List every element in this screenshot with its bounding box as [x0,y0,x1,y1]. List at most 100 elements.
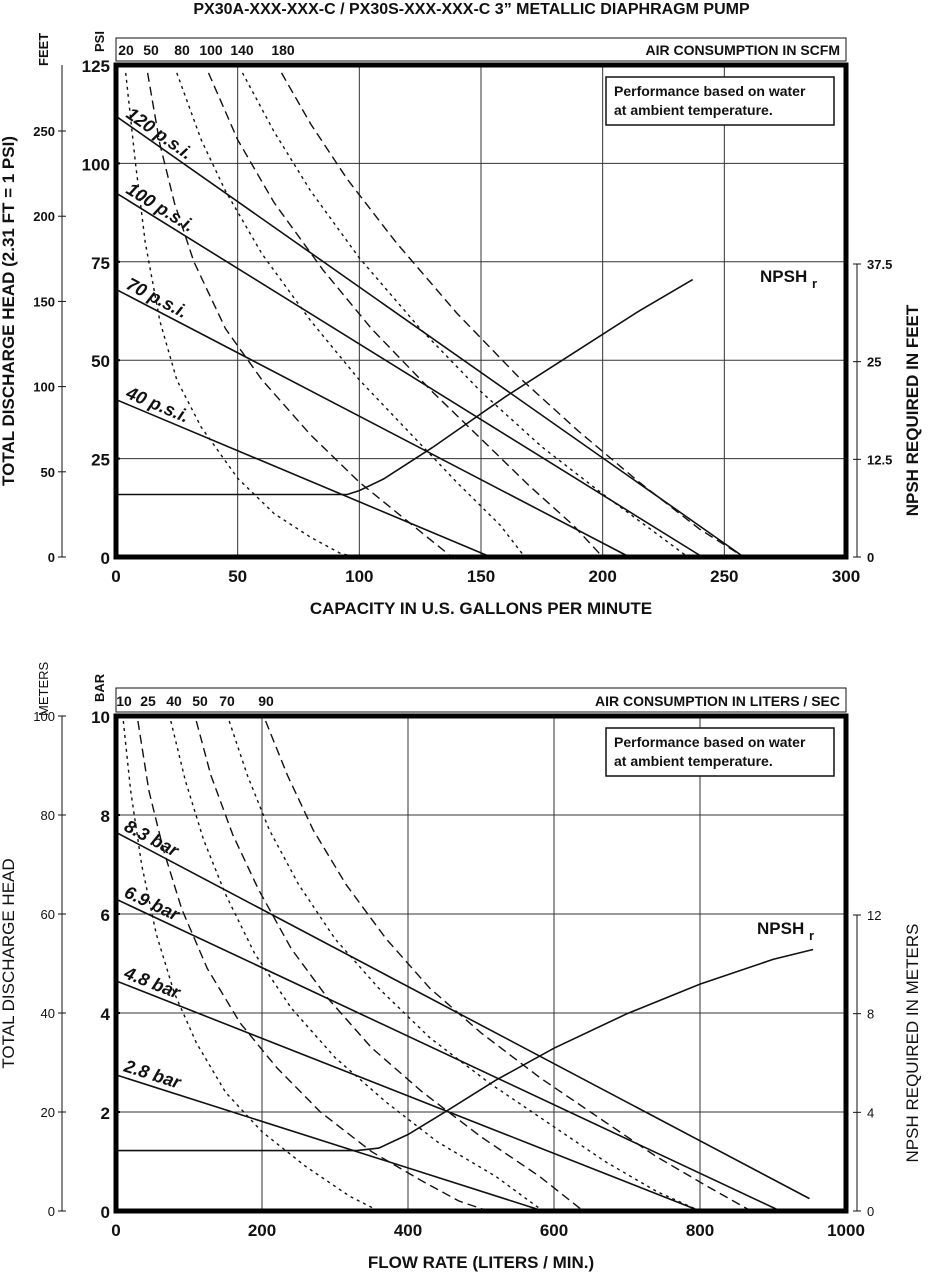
chart1-y-npsh-tick-label: 12.5 [867,452,892,467]
chart1-air-curve-20 [125,72,355,557]
chart2-y-pressure-tick-label: 4 [101,1005,111,1024]
chart1-air-tick-label: 50 [143,42,159,58]
chart2-air-curve-10 [122,720,380,1211]
chart2-air-curve-40 [170,720,544,1211]
chart2-air-tick-label: 70 [219,693,235,709]
chart1-y-head-tick-label: 50 [41,465,55,480]
chart2-air-tick-label: 10 [116,693,132,709]
chart1-pressure-line [115,398,492,558]
chart1-y-pressure-tick-label: 75 [91,254,110,273]
chart1-y-pressure-tick-label: 125 [82,57,110,76]
chart1-pressure-line [115,288,630,558]
chart2-y-pressure-tick-label: 2 [101,1104,110,1123]
chart1-x-tick-label: 50 [228,567,247,586]
chart2-air-tick-label: 90 [258,693,274,709]
chart1-npsh-curve [116,278,694,496]
chart1-y-head-tick-label: 250 [33,124,55,139]
chart1-y-pressure-tick-label: 0 [101,549,110,568]
chart1-y-head-axis-title: TOTAL DISCHARGE HEAD (2.31 FT = 1 PSI) [0,136,18,486]
chart1-air-tick-label: 80 [174,42,190,58]
chart2-y-head-tick-label: 0 [48,1204,55,1219]
chart1-y-head-tick-label: 0 [48,550,55,565]
chart2-y-npsh-tick-label: 8 [867,1007,874,1022]
chart1-y-npsh-tick-label: 25 [867,355,881,370]
chart1-x-tick-label: 200 [588,567,616,586]
page-title: PX30A-XXX-XXX-C / PX30S-XXX-XXX-C 3” MET… [193,1,750,18]
chart1-npsh-label: NPSH [760,267,807,286]
chart1-air-header-label: AIR CONSUMPTION IN SCFM [646,42,840,58]
chart1-x-tick-label: 300 [832,567,860,586]
chart2-pressure-line [115,898,781,1212]
chart1-pressure-line [115,115,745,558]
chart1-x-tick-label: 250 [710,567,738,586]
chart2-air-tick-label: 50 [192,693,208,709]
chart2-x-tick-label: 800 [686,1221,714,1240]
chart2-y-head-tick-label: 40 [41,1006,55,1021]
chart2-npsh-curve [116,948,814,1152]
chart2-y-head-unit: METERS [36,662,51,717]
chart2-y-npsh-tick-label: 4 [867,1105,874,1120]
chart2-pressure-label: 4.8 bar [121,962,184,1003]
chart2-x-tick-label: 200 [248,1221,276,1240]
chart2-x-axis-title: FLOW RATE (LITERS / MIN.) [368,1253,594,1272]
chart1-air-curve-180 [280,72,745,557]
chart1-air-tick-label: 180 [271,42,295,58]
chart1-air-tick-label: 20 [118,42,134,58]
chart2-pressure-label: 8.3 bar [121,816,183,861]
chart2-y-head-tick-label: 60 [41,907,55,922]
chart1-pressure-line [115,192,703,558]
chart2-y-pressure-tick-label: 10 [91,708,110,727]
chart2-air-tick-label: 40 [166,693,182,709]
chart2-note-line: Performance based on water [614,734,806,750]
chart1-air-curve-100 [207,72,604,557]
chart2-y-pressure-tick-label: 6 [101,906,110,925]
chart1-y-head-tick-label: 150 [33,294,55,309]
chart2-x-tick-label: 600 [540,1221,568,1240]
chart2-y-npsh-axis-title: NPSH REQUIRED IN METERS [903,924,922,1163]
chart2-air-tick-label: 25 [140,693,156,709]
chart2-y-head-tick-label: 20 [41,1105,55,1120]
chart2-air-curve-90 [264,720,752,1211]
chart1-y-pressure-unit: PSI [92,31,107,52]
chart1-y-pressure-tick-label: 50 [91,352,110,371]
chart1-y-head-tick-label: 100 [33,380,55,395]
chart1-x-axis-title: CAPACITY IN U.S. GALLONS PER MINUTE [310,599,652,618]
chart1-note-line: at ambient temperature. [614,102,773,118]
chart2-y-npsh-tick-label: 12 [867,908,881,923]
chart2-air-curve-25 [137,720,489,1211]
chart1-note-line: Performance based on water [614,83,806,99]
chart1-npsh-subscript: r [812,276,817,291]
chart1-air-tick-label: 140 [230,42,254,58]
chart1-x-tick-label: 150 [467,567,495,586]
chart2-x-tick-label: 400 [394,1221,422,1240]
chart2-y-head-axis-title: TOTAL DISCHARGE HEAD [0,858,18,1068]
chart1-y-npsh-axis-title: NPSH REQUIRED IN FEET [903,304,922,516]
chart1-y-npsh-tick-label: 0 [867,550,874,565]
chart1-air-tick-label: 100 [199,42,223,58]
chart2-air-curve-70 [228,720,701,1211]
chart2-pressure-line [115,1074,544,1212]
chart2-y-head-tick-label: 100 [33,709,55,724]
chart1-pressure-label: 100 p.s.i. [123,179,198,236]
chart2-pressure-line [115,831,810,1200]
chart2-pressure-line [115,980,701,1212]
chart1-note-box [605,76,835,126]
chart2-npsh-label: NPSH [757,919,804,938]
chart2-y-head-tick-label: 80 [41,808,55,823]
chart1-pressure-label: 120 p.s.i. [123,103,197,163]
chart1-air-curve-50 [146,72,453,557]
chart2-y-pressure-unit: BAR [92,673,107,702]
chart2-x-tick-label: 1000 [827,1221,865,1240]
chart1-air-header-box [115,37,847,62]
chart2-air-header-label: AIR CONSUMPTION IN LITERS / SEC [595,693,840,709]
chart1-plot-frame [113,62,849,560]
chart2-y-pressure-tick-label: 8 [101,807,110,826]
chart1-air-curve-140 [241,72,689,557]
chart1-x-tick-label: 0 [111,567,120,586]
chart2-note-line: at ambient temperature. [614,753,773,769]
chart2-plot-frame [113,713,849,1214]
chart2-air-header-box [115,687,847,713]
chart1-y-pressure-tick-label: 25 [91,451,110,470]
chart1-x-tick-label: 100 [345,567,373,586]
